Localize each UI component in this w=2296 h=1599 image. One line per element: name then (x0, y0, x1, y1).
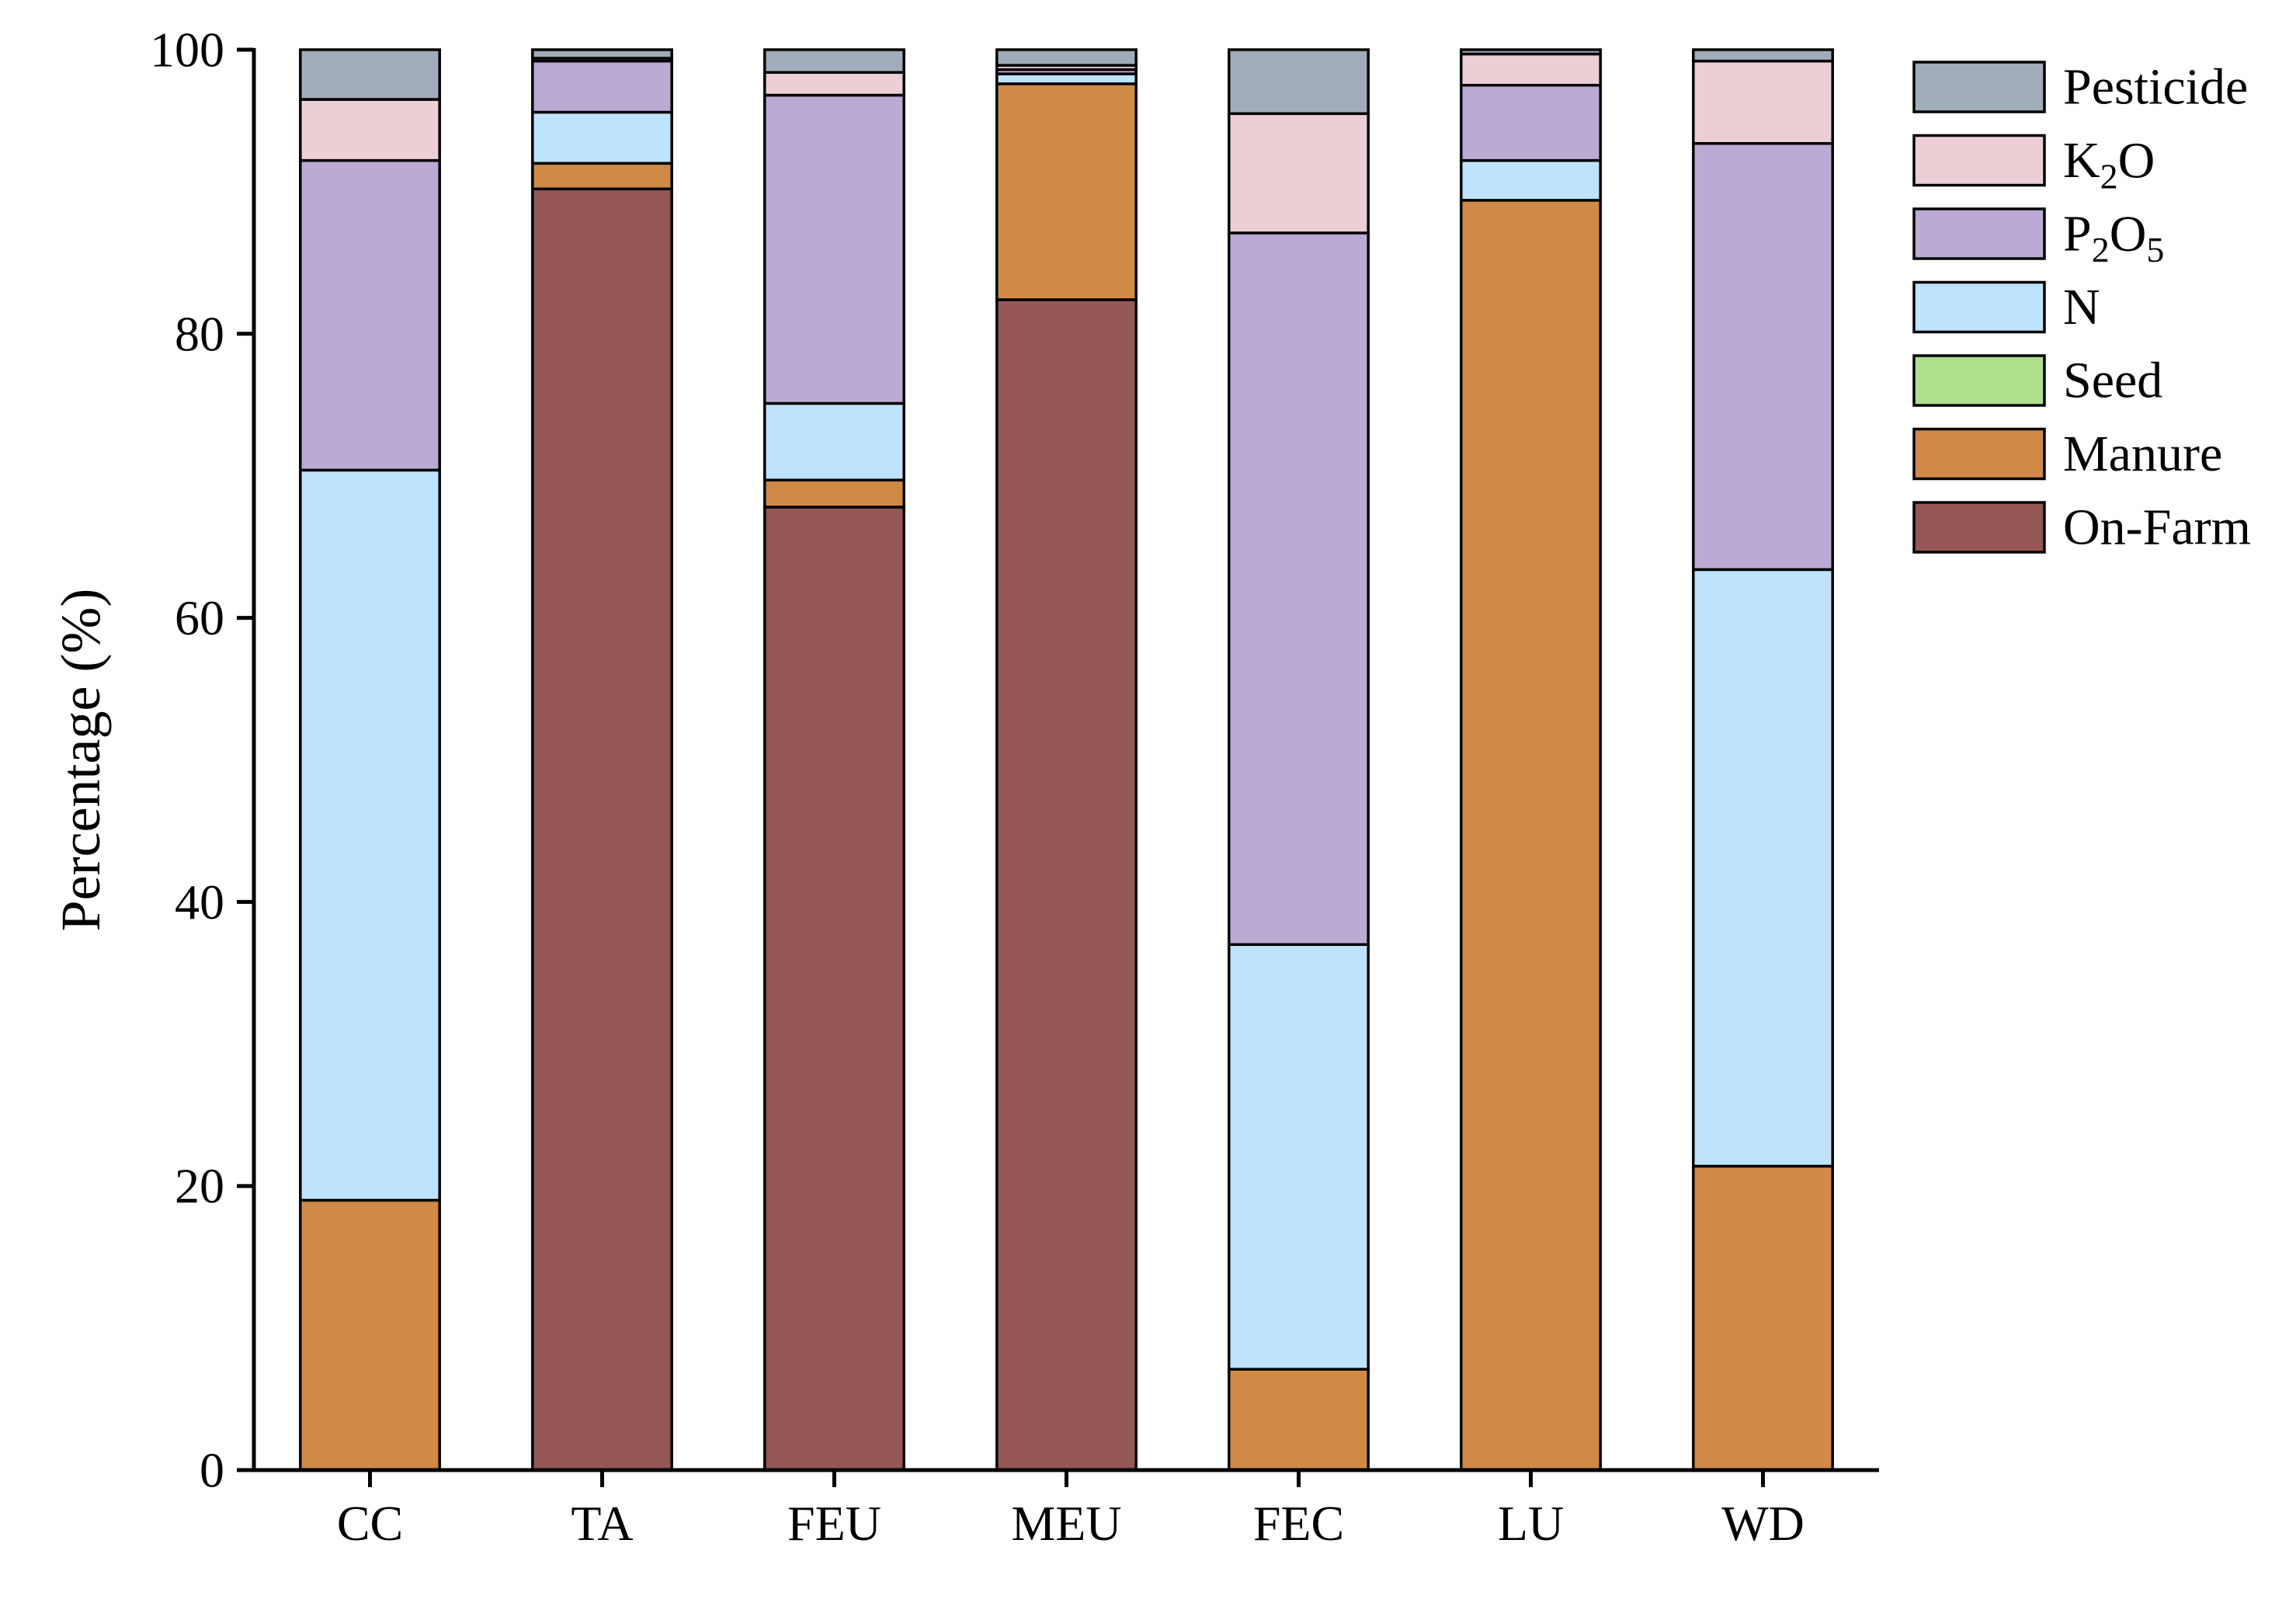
legend-item-k2o: K2O (1912, 132, 2155, 196)
legend-item-manure: Manure (1912, 426, 2222, 482)
bar-stack-cc (299, 48, 441, 1472)
legend-swatch-k2o (1912, 134, 2046, 187)
legend-item-on-farm: On-Farm (1912, 499, 2251, 556)
bar-fec-pesticide (1228, 48, 1370, 116)
legend-item-pesticide: Pesticide (1912, 59, 2248, 116)
x-tick-label-fec: FEC (1253, 1496, 1344, 1551)
legend-label-n: N (2063, 279, 2100, 335)
y-tick-label: 20 (175, 1159, 224, 1214)
legend-swatch-seed (1912, 354, 2046, 407)
bar-feu-pesticide (763, 48, 905, 75)
bar-stack-fec (1228, 48, 1370, 1472)
legend-item-seed: Seed (1912, 353, 2162, 409)
bar-ta-manure (531, 162, 673, 190)
bar-stack-wd (1692, 48, 1834, 1472)
bar-meu-manure (995, 82, 1138, 301)
bar-feu-k2o (763, 71, 905, 97)
bar-feu-n (763, 401, 905, 481)
bar-feu-on-farm (763, 506, 905, 1472)
bar-ta-p2o5 (531, 59, 673, 114)
y-tick-label: 100 (150, 23, 224, 78)
bar-lu-n (1460, 158, 1602, 202)
x-tick-label-ta: TA (571, 1496, 633, 1551)
legend-label-p2o5: P2O5 (2063, 206, 2164, 269)
y-tick-label: 0 (200, 1443, 224, 1498)
legend-label-pesticide: Pesticide (2063, 59, 2248, 116)
bar-cc-p2o5 (299, 158, 441, 472)
bar-meu-n (995, 72, 1138, 85)
y-tick-label: 40 (175, 874, 224, 930)
x-tick-label-wd: WD (1721, 1496, 1804, 1551)
bar-wd-manure (1692, 1164, 1834, 1472)
bar-wd-p2o5 (1692, 141, 1834, 572)
bar-lu-p2o5 (1460, 83, 1602, 162)
bar-fec-n (1228, 943, 1370, 1371)
legend-item-n: N (1912, 279, 2100, 335)
y-tick-label: 60 (175, 590, 224, 645)
bar-feu-manure (763, 478, 905, 509)
legend-swatch-n (1912, 280, 2046, 334)
x-tick-label-meu: MEU (1011, 1496, 1121, 1551)
legend-swatch-manure (1912, 427, 2046, 481)
bar-stack-feu (763, 48, 905, 1472)
bar-wd-pesticide (1692, 48, 1834, 63)
bars-layer (299, 48, 1834, 1472)
bar-wd-k2o (1692, 59, 1834, 145)
legend-swatch-pesticide (1912, 61, 2046, 113)
bar-cc-n (299, 468, 441, 1202)
bar-cc-pesticide (299, 48, 441, 101)
bar-cc-k2o (299, 98, 441, 162)
legend-label-on-farm: On-Farm (2063, 499, 2251, 556)
legend-swatch-p2o5 (1912, 207, 2046, 260)
y-tick-label: 80 (175, 306, 224, 361)
y-axis-title: Percentage (%) (50, 589, 112, 932)
x-tick-label-feu: FEU (787, 1496, 881, 1551)
legend: Pesticide K2O P2O5 N Seed Manure On-Farm (1912, 59, 2251, 556)
bar-ta-on-farm (531, 187, 673, 1472)
bar-fec-k2o (1228, 112, 1370, 235)
x-tick-label-lu: LU (1498, 1496, 1564, 1551)
legend-label-seed: Seed (2063, 353, 2162, 409)
legend-label-k2o: K2O (2063, 132, 2155, 196)
axes-layer: 0 20 40 60 80 100 CC TA FEU MEU FEC LU WD (150, 23, 1879, 1551)
bar-meu-pesticide (995, 48, 1138, 67)
bar-meu-on-farm (995, 298, 1138, 1472)
bar-fec-manure (1228, 1368, 1370, 1472)
bar-cc-manure (299, 1198, 441, 1472)
legend-item-p2o5: P2O5 (1912, 206, 2164, 269)
bar-lu-k2o (1460, 52, 1602, 87)
bar-fec-p2o5 (1228, 231, 1370, 947)
bar-feu-p2o5 (763, 93, 905, 405)
x-tick-label-cc: CC (337, 1496, 403, 1551)
legend-label-manure: Manure (2063, 426, 2222, 482)
bar-stack-lu (1460, 48, 1602, 1472)
bar-lu-pesticide (1460, 48, 1602, 56)
bar-wd-n (1692, 568, 1834, 1168)
bar-stack-ta (531, 48, 673, 1472)
bar-ta-pesticide (531, 48, 673, 60)
bar-stack-meu (995, 48, 1138, 1472)
bar-lu-manure (1460, 199, 1602, 1472)
bar-ta-n (531, 110, 673, 165)
legend-swatch-on-farm (1912, 501, 2046, 554)
